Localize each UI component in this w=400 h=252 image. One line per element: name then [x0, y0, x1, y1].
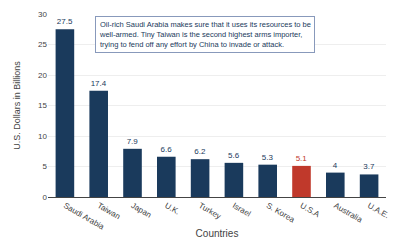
svg-text:3.7: 3.7: [363, 162, 375, 171]
svg-text:U.S.A: U.S.A: [299, 201, 322, 220]
svg-text:6.6: 6.6: [160, 145, 172, 154]
svg-text:30: 30: [38, 10, 47, 19]
svg-text:Saudi Arabia: Saudi Arabia: [62, 201, 106, 232]
svg-text:Israel: Israel: [231, 201, 253, 219]
svg-text:10: 10: [38, 132, 47, 141]
svg-text:15: 15: [38, 101, 47, 110]
svg-text:5.1: 5.1: [296, 154, 308, 163]
svg-text:Countries: Countries: [196, 228, 239, 239]
svg-text:0: 0: [43, 193, 48, 202]
svg-text:27.5: 27.5: [57, 17, 73, 26]
svg-text:U.S. Dollars in Billions: U.S. Dollars in Billions: [12, 61, 22, 150]
svg-text:Oil-rich Saudi Arabia makes su: Oil-rich Saudi Arabia makes sure that it…: [99, 20, 311, 49]
svg-text:Australia: Australia: [332, 201, 364, 225]
svg-text:6.2: 6.2: [194, 147, 206, 156]
svg-text:Turkey: Turkey: [197, 201, 222, 221]
svg-text:U.K.: U.K.: [163, 201, 181, 217]
svg-text:U.A.E.: U.A.E.: [366, 201, 391, 220]
svg-text:7.9: 7.9: [127, 137, 139, 146]
svg-text:5: 5: [43, 162, 48, 171]
svg-text:5.3: 5.3: [262, 153, 274, 162]
svg-text:5.6: 5.6: [228, 151, 240, 160]
svg-text:25: 25: [38, 40, 47, 49]
svg-text:Taiwan: Taiwan: [96, 201, 122, 221]
svg-text:Japan: Japan: [130, 201, 153, 220]
svg-text:S. Korea: S. Korea: [265, 201, 297, 225]
svg-text:17.4: 17.4: [91, 79, 107, 88]
svg-text:20: 20: [38, 71, 47, 80]
svg-text:4: 4: [333, 161, 338, 170]
